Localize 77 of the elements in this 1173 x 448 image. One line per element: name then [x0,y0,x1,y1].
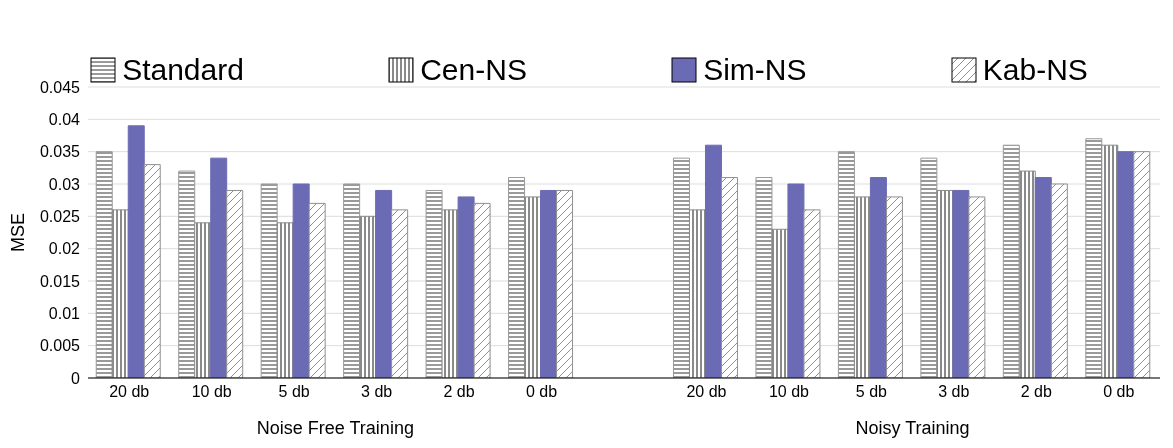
y-tick-label: 0 [71,369,81,387]
bar [194,222,212,378]
y-axis-title: MSE [8,212,29,253]
bar [920,157,938,378]
x-tick-label: 10 db [191,383,232,401]
bar [441,209,459,378]
x-tick-label: 3 db [361,383,393,401]
bar [787,183,805,378]
legend-label: Cen-NS [420,53,527,87]
x-tick-label: 20 db [686,383,727,401]
y-tick-label: 0.045 [39,78,81,96]
y-tick-label: 0.005 [39,337,81,355]
bar [1034,177,1052,378]
bar [95,151,113,378]
bar [936,189,954,378]
x-tick-label: 2 db [1020,383,1052,401]
bar [111,209,129,378]
bar [853,196,871,378]
bar [473,202,491,378]
legend-label: Standard [122,53,244,87]
bar [1018,170,1036,378]
x-tick-label: 0 db [525,383,558,401]
bar [375,189,393,378]
x-tick-label: 5 db [855,383,888,401]
bar [688,209,706,378]
bar [556,189,574,378]
text: Noise Free Training [255,418,415,439]
bar [755,177,773,378]
x-tick-label: 3 db [938,383,970,401]
bar [308,202,326,378]
bar [1085,138,1103,378]
bar [343,183,361,378]
bar [968,196,986,378]
bar [1117,151,1135,378]
bar [260,183,278,378]
y-tick-label: 0.015 [39,272,81,290]
bar [1101,144,1119,378]
bar [292,183,310,378]
x-tick-label: 2 db [443,383,475,401]
bar [359,215,377,378]
bar [952,189,970,378]
bar [178,170,196,378]
x-tick-label: 20 db [109,383,150,401]
bar [508,177,526,378]
legend-label: Kab-NS [982,53,1088,87]
legend-label: Sim-NS [703,53,807,87]
bar [226,189,244,378]
bar [391,209,409,378]
y-tick-label: 0.025 [39,208,81,226]
text: Noisy Training [854,418,971,439]
bar [869,177,887,378]
bar [720,177,738,378]
bar [803,209,821,378]
bar [704,144,722,378]
bar [837,151,855,378]
bar [540,189,558,378]
y-tick-label: 0.04 [48,111,81,129]
x-tick-label: 10 db [768,383,810,401]
bar [771,228,789,378]
bar [885,196,903,378]
bar [276,222,294,378]
y-tick-label: 0.035 [39,143,81,161]
bar [524,196,542,378]
bar [672,157,690,378]
bar [127,125,145,378]
y-tick-label: 0.01 [48,305,81,323]
bar [457,196,475,378]
y-tick-label: 0.03 [48,175,81,193]
y-tick-label: 0.02 [48,240,81,258]
bar [210,157,228,378]
bar [425,189,443,378]
x-tick-label: 0 db [1103,383,1135,401]
bar [143,164,161,378]
bar [1133,151,1151,378]
x-tick-label: 5 db [278,383,310,401]
bar [1002,144,1020,378]
bar [1050,183,1068,378]
